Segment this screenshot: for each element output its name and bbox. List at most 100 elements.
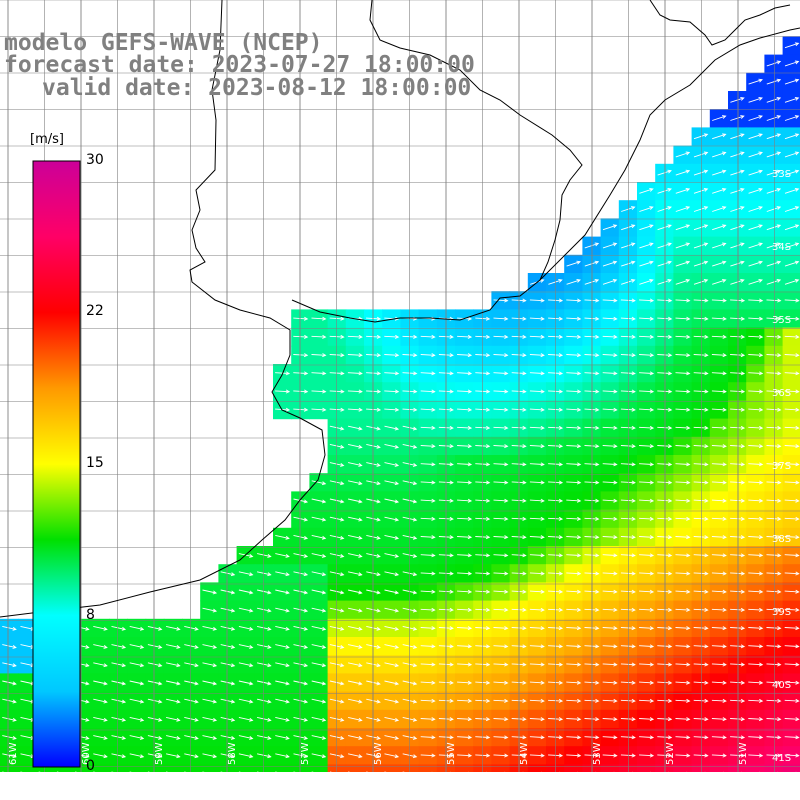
wind-arrow: [693, 735, 709, 740]
wind-arrow: [529, 480, 545, 485]
wind-arrow: [529, 298, 545, 303]
wind-arrow: [711, 626, 727, 631]
wind-arrow: [675, 717, 691, 722]
wind-arrow: [311, 516, 327, 522]
wind-arrow: [639, 260, 654, 267]
wind-arrow: [457, 498, 473, 503]
wind-arrow: [675, 753, 691, 758]
longitude-label: 57W: [300, 742, 311, 765]
wind-arrow: [602, 644, 618, 649]
wind-arrow: [348, 662, 363, 668]
wind-arrow: [147, 662, 163, 668]
wind-speed-cell: [382, 764, 401, 772]
wind-arrow: [748, 589, 764, 594]
wind-arrow: [675, 407, 691, 412]
wind-arrow: [620, 626, 636, 631]
wind-arrow: [348, 462, 363, 467]
wind-arrow: [584, 753, 600, 758]
wind-speed-cell: [600, 764, 620, 772]
title-model: modelo GEFS-WAVE (NCEP): [4, 30, 323, 56]
wind-arrow: [693, 278, 709, 285]
wind-arrow: [657, 589, 673, 594]
wind-arrow: [457, 735, 473, 740]
wind-arrow: [566, 516, 582, 521]
wind-arrow: [566, 444, 582, 449]
wind-arrow: [766, 133, 782, 140]
wind-arrow: [584, 498, 600, 503]
wind-arrow: [621, 206, 636, 212]
wind-arrow: [493, 735, 509, 740]
wind-arrow: [784, 389, 800, 394]
coastline-river: [291, 0, 583, 323]
wind-arrow: [311, 607, 327, 613]
wind-arrow: [693, 151, 709, 158]
wind-arrow: [348, 644, 363, 649]
wind-arrow: [748, 78, 763, 85]
wind-arrow: [420, 389, 436, 394]
wind-arrow: [602, 462, 618, 467]
wind-arrow: [548, 316, 564, 321]
wind-arrow: [384, 680, 400, 686]
wind-arrow: [275, 553, 290, 558]
wind-arrow: [311, 625, 327, 631]
wind-arrow: [657, 644, 673, 649]
wind-arrow: [693, 607, 709, 612]
wind-arrow: [730, 698, 746, 703]
wind-arrow: [529, 498, 545, 503]
wind-arrow: [311, 753, 327, 759]
wind-arrow: [748, 242, 763, 249]
wind-arrow: [693, 389, 709, 394]
wind-arrow: [348, 735, 363, 740]
wind-arrow: [711, 462, 727, 467]
wind-arrow: [748, 115, 763, 121]
wind-arrow: [584, 607, 600, 612]
wind-arrow: [784, 78, 800, 85]
wind-arrow: [311, 480, 327, 486]
wind-arrow: [784, 353, 800, 358]
wind-arrow: [420, 353, 436, 358]
wind-arrow: [675, 498, 691, 503]
wind-arrow: [311, 553, 327, 558]
wind-arrow: [784, 680, 800, 685]
wind-arrow: [620, 298, 636, 303]
wind-arrow: [657, 607, 673, 612]
wind-arrow: [457, 389, 473, 394]
wind-arrow: [275, 698, 290, 704]
wind-arrow: [566, 316, 582, 321]
wind-arrow: [748, 206, 763, 212]
wind-arrow: [529, 535, 545, 540]
wind-arrow: [111, 662, 127, 668]
wind-speed-cell: [527, 764, 547, 772]
wind-arrow: [202, 753, 218, 759]
wind-arrow: [784, 334, 800, 339]
wind-arrow: [93, 698, 108, 704]
wind-arrow: [566, 260, 581, 267]
wind-arrow: [620, 535, 636, 540]
wind-arrow: [584, 407, 600, 412]
wind-arrow: [311, 353, 327, 358]
wind-arrow: [784, 151, 800, 158]
wind-arrow: [711, 735, 727, 740]
wind-arrow: [166, 698, 181, 704]
longitude-label: 61W: [8, 742, 19, 765]
wind-arrow: [275, 607, 290, 613]
wind-arrow: [129, 680, 145, 686]
wind-arrow: [693, 571, 709, 576]
wind-arrow: [311, 534, 327, 540]
wind-arrow: [675, 316, 691, 321]
wind-arrow: [730, 133, 745, 140]
wind-arrow: [620, 589, 636, 594]
wind-arrow: [711, 353, 727, 358]
wind-arrow: [730, 389, 746, 394]
wind-arrow: [620, 334, 636, 339]
wind-arrow: [730, 607, 746, 612]
wind-arrow: [384, 516, 400, 522]
wind-speed-cell: [163, 764, 183, 772]
wind-speed-cell: [746, 764, 765, 772]
colorbar-tick-0: 0: [86, 758, 95, 774]
wind-arrow: [275, 571, 290, 577]
wind-arrow: [621, 260, 636, 267]
wind-arrow: [657, 206, 672, 212]
wind-arrow: [566, 589, 582, 594]
wind-arrow: [711, 407, 727, 412]
